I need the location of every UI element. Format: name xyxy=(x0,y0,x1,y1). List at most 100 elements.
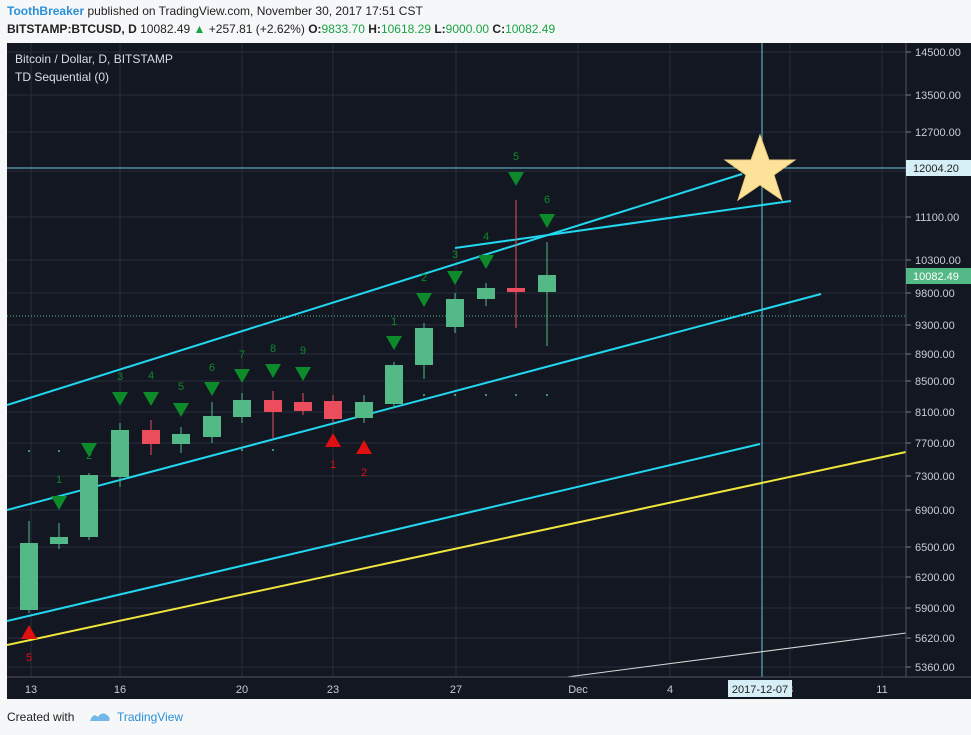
grid-lines xyxy=(7,43,906,677)
time-tick-label: 13 xyxy=(25,684,37,696)
crosshair-date-tag xyxy=(728,680,792,697)
close-value: 10082.49 xyxy=(505,22,556,36)
price-tick-label: 10300.00 xyxy=(915,255,961,267)
down-triangle-icon xyxy=(416,293,432,307)
down-triangle-icon xyxy=(81,443,97,457)
down-triangle-icon xyxy=(234,369,250,383)
time-tick-label: 23 xyxy=(327,684,339,696)
candle-body xyxy=(507,288,525,292)
td-count-label: 4 xyxy=(148,370,154,382)
high-value: 10618.29 xyxy=(380,22,431,36)
level-price-tag-label: 12004.20 xyxy=(913,163,959,175)
time-tick-label: 27 xyxy=(450,684,462,696)
price-tick-label: 14500.00 xyxy=(915,47,961,59)
candles xyxy=(20,200,556,613)
candle-body xyxy=(355,402,373,418)
up-arrow-icon: ▲ xyxy=(193,22,206,36)
down-triangle-icon xyxy=(143,392,159,406)
down-triangle-icon xyxy=(539,214,555,228)
tradingview-link[interactable]: TradingView xyxy=(117,710,184,724)
price-tick-label: 8500.00 xyxy=(915,376,955,388)
td-count-label: 2 xyxy=(421,272,427,284)
candle-body xyxy=(142,430,160,444)
price-tick-label: 5900.00 xyxy=(915,603,955,615)
price-tick-label: 5620.00 xyxy=(915,633,955,645)
td-count-label: 6 xyxy=(209,362,215,374)
footer: Created with TradingView xyxy=(0,700,971,735)
time-axis-background xyxy=(7,677,971,699)
td-count-label: 7 xyxy=(239,349,245,361)
candle-body xyxy=(172,434,190,444)
down-triangle-icon xyxy=(508,172,524,186)
last-price: 10082.49 xyxy=(140,22,191,36)
price-axis[interactable]: 14500.0013500.0012700.0011900.0011100.00… xyxy=(905,43,971,699)
price-axis-background xyxy=(906,43,971,699)
candle-body xyxy=(233,400,251,417)
down-triangle-icon xyxy=(295,367,311,381)
down-triangle-icon xyxy=(478,255,494,269)
price-tick-label: 9800.00 xyxy=(915,288,955,300)
candle-body xyxy=(264,400,282,412)
chart-title: Bitcoin / Dollar, D, BITSTAMP xyxy=(15,52,173,66)
candle-body xyxy=(20,543,38,610)
high-label: H: xyxy=(368,22,381,36)
td-count-label: 3 xyxy=(452,249,458,261)
price-tick-label: 8100.00 xyxy=(915,407,955,419)
td-count-label: 2 xyxy=(86,450,92,462)
dot-marker xyxy=(515,394,517,396)
time-tick-label: Dec xyxy=(568,684,588,696)
down-triangle-icon xyxy=(173,403,189,417)
up-triangle-icon xyxy=(325,433,341,447)
td-count-label: 4 xyxy=(483,231,489,243)
published-text: published on TradingView.com, November 3… xyxy=(87,4,423,18)
author-link[interactable]: ToothBreaker xyxy=(7,4,85,18)
down-triangle-icon xyxy=(447,271,463,285)
price-tick-label: 7300.00 xyxy=(915,471,955,483)
td-count-label: 5 xyxy=(178,381,184,393)
last-price-tag xyxy=(906,268,971,284)
thin-trend-line xyxy=(566,632,907,678)
time-tick-label: 4 xyxy=(667,684,673,696)
down-triangle-icon xyxy=(204,382,220,396)
dot-marker xyxy=(28,450,30,452)
candle-body xyxy=(324,401,342,419)
star-icon[interactable] xyxy=(723,133,797,202)
price-tick-label: 12700.00 xyxy=(915,127,961,139)
price-tick-label: 13500.00 xyxy=(915,90,961,102)
td-count-label: 9 xyxy=(300,345,306,357)
td-count-label: 5 xyxy=(513,151,519,163)
td-count-label: 1 xyxy=(56,474,62,486)
td-sequential-markers xyxy=(21,172,555,639)
down-triangle-icon xyxy=(265,364,281,378)
candle-body xyxy=(538,275,556,292)
last-price-tag-label: 10082.49 xyxy=(913,271,959,283)
td-count-label: 8 xyxy=(270,343,276,355)
dot-marker xyxy=(454,394,456,396)
close-label: C: xyxy=(492,22,506,36)
candle-body xyxy=(415,328,433,365)
dot-marker xyxy=(58,450,60,452)
td-count-label: 6 xyxy=(544,194,550,206)
low-value: 9000.00 xyxy=(445,22,490,36)
price-tick-label: 5360.00 xyxy=(915,662,955,674)
td-count-label: 2 xyxy=(361,467,367,479)
candle-body xyxy=(80,475,98,537)
channel-line xyxy=(454,200,792,249)
change-value: +257.81 (+2.62%) xyxy=(208,22,305,36)
time-axis[interactable]: 1316202327Dec48112017-12-07 xyxy=(7,676,971,699)
down-triangle-icon xyxy=(112,392,128,406)
time-tick-label: 16 xyxy=(114,684,126,696)
price-tick-label: 6500.00 xyxy=(915,542,955,554)
dot-marker xyxy=(485,394,487,396)
candle-body xyxy=(50,537,68,544)
indicator-label[interactable]: TD Sequential (0) xyxy=(15,70,110,84)
td-count-label: 1 xyxy=(330,459,336,471)
channel-line xyxy=(7,443,761,622)
tradingview-logo-icon[interactable] xyxy=(88,709,112,725)
price-tick-label: 11100.00 xyxy=(915,212,959,224)
low-label: L: xyxy=(434,22,446,36)
up-triangle-icon xyxy=(356,440,372,454)
price-tick-label: 9300.00 xyxy=(915,320,955,332)
